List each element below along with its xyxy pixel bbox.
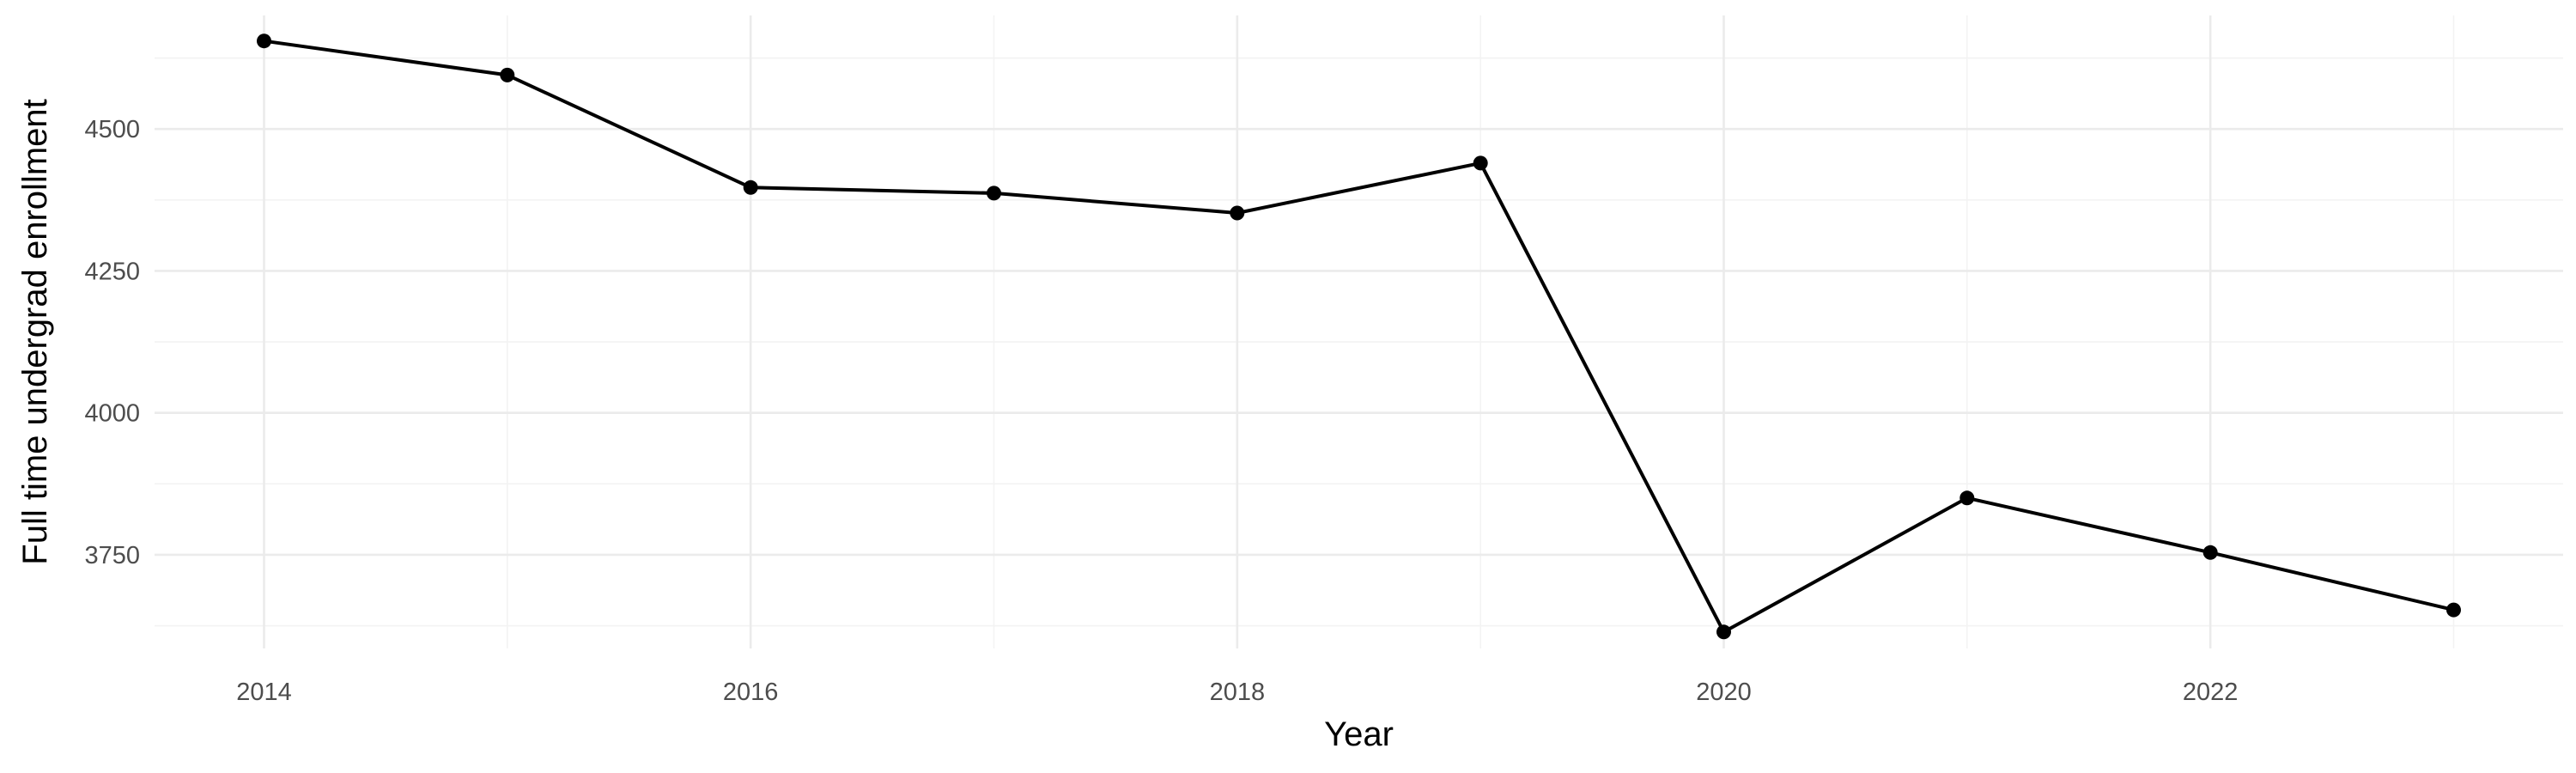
x-tick-label: 2016 [723,679,779,706]
data-point [2446,602,2461,618]
y-tick-label: 4250 [84,258,140,285]
data-point [257,33,271,49]
x-tick-label: 2018 [1210,679,1266,706]
x-tick-label: 2020 [1696,679,1752,706]
data-point [2202,545,2218,560]
x-tick-label: 2022 [2183,679,2239,706]
data-point [743,180,758,195]
tick-label-layer: 2014 2016 2018 2020 2022 3750 4000 4250 4500 [84,116,2238,706]
x-tick-label: 2014 [236,679,292,706]
data-point [1230,205,1245,221]
data-point [1716,624,1731,640]
grid-layer [155,15,2563,648]
series-layer [257,33,2461,640]
data-point [987,186,1001,201]
data-point [500,67,515,82]
data-point [1473,155,1488,171]
y-tick-label: 4000 [84,400,140,428]
data-point [1959,490,1975,506]
y-axis-title: Full time undergrad enrollment [16,99,54,564]
x-axis-title: Year [1324,715,1394,753]
y-tick-label: 3750 [84,542,140,569]
series-line [262,39,2456,634]
y-tick-label: 4500 [84,116,140,143]
